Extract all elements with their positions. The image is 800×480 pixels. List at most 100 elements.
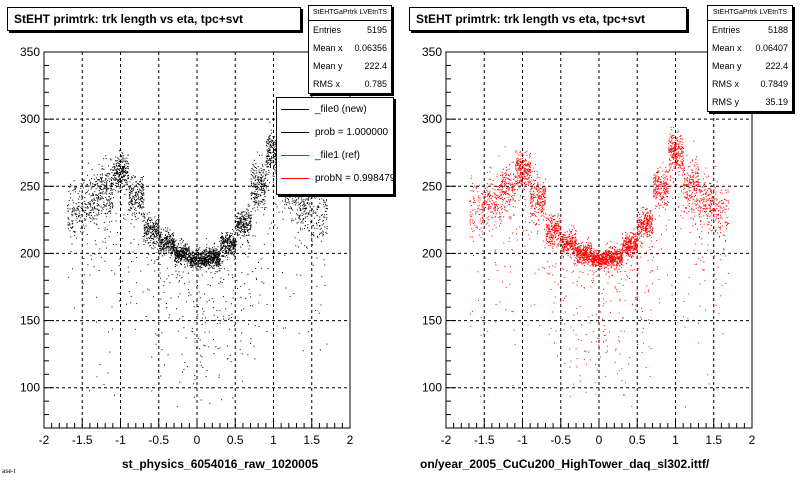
scatter-point bbox=[275, 204, 276, 205]
scatter-point bbox=[225, 237, 226, 238]
scatter-point bbox=[240, 231, 241, 232]
scatter-point bbox=[659, 184, 660, 185]
scatter-point bbox=[273, 143, 274, 144]
scatter-point bbox=[139, 213, 140, 214]
scatter-point bbox=[229, 245, 230, 246]
scatter-point bbox=[102, 166, 103, 167]
scatter-point bbox=[256, 168, 257, 169]
scatter-point bbox=[231, 235, 232, 236]
scatter-point bbox=[148, 218, 149, 219]
scatter-point bbox=[248, 230, 249, 231]
scatter-point bbox=[81, 199, 82, 200]
scatter-point bbox=[242, 226, 243, 227]
scatter-point bbox=[250, 229, 251, 230]
scatter-point bbox=[184, 257, 185, 258]
scatter-point bbox=[725, 212, 726, 213]
scatter-point bbox=[158, 259, 159, 260]
scatter-point bbox=[183, 327, 184, 328]
scatter-point bbox=[203, 345, 204, 346]
scatter-point bbox=[208, 264, 209, 265]
scatter-point bbox=[157, 335, 158, 336]
scatter-point bbox=[317, 236, 318, 237]
scatter-point bbox=[713, 221, 714, 222]
scatter-point bbox=[267, 139, 268, 140]
scatter-point bbox=[574, 234, 575, 235]
scatter-point bbox=[642, 332, 643, 333]
scatter-point bbox=[69, 209, 70, 210]
scatter-point bbox=[131, 261, 132, 262]
scatter-point bbox=[164, 255, 165, 256]
scatter-point bbox=[225, 240, 226, 241]
scatter-point bbox=[649, 234, 650, 235]
scatter-point bbox=[232, 243, 233, 244]
scatter-point bbox=[170, 248, 171, 249]
scatter-point bbox=[138, 206, 139, 207]
scatter-point bbox=[173, 242, 174, 243]
scatter-point bbox=[81, 195, 82, 196]
scatter-point bbox=[135, 195, 136, 196]
scatter-point bbox=[213, 266, 214, 267]
scatter-point bbox=[711, 185, 712, 186]
scatter-point bbox=[111, 270, 112, 271]
scatter-point bbox=[118, 183, 119, 184]
scatter-point bbox=[269, 136, 270, 137]
scatter-point bbox=[68, 217, 69, 218]
scatter-point bbox=[218, 283, 219, 284]
scatter-point bbox=[191, 261, 192, 262]
scatter-point bbox=[141, 193, 142, 194]
scatter-point bbox=[196, 265, 197, 266]
scatter-point bbox=[72, 221, 73, 222]
scatter-point bbox=[270, 145, 271, 146]
scatter-point bbox=[261, 180, 262, 181]
scatter-point bbox=[209, 300, 210, 301]
scatter-point bbox=[269, 228, 270, 229]
scatter-point bbox=[501, 183, 502, 184]
scatter-point bbox=[154, 263, 155, 264]
scatter-point bbox=[85, 219, 86, 220]
scatter-point bbox=[310, 207, 311, 208]
scatter-point bbox=[313, 211, 314, 212]
scatter-point bbox=[76, 210, 77, 211]
scatter-point bbox=[319, 199, 320, 200]
scatter-point bbox=[86, 204, 87, 205]
scatter-point bbox=[272, 162, 273, 163]
scatter-point bbox=[158, 230, 159, 231]
scatter-point bbox=[183, 369, 184, 370]
scatter-point bbox=[116, 213, 117, 214]
scatter-point bbox=[715, 206, 716, 207]
scatter-point bbox=[187, 260, 188, 261]
scatter-point bbox=[145, 224, 146, 225]
scatter-point bbox=[220, 265, 221, 266]
scatter-point bbox=[102, 207, 103, 208]
scatter-point bbox=[185, 255, 186, 256]
scatter-point bbox=[115, 175, 116, 176]
scatter-point bbox=[179, 257, 180, 258]
scatter-point bbox=[154, 229, 155, 230]
scatter-point bbox=[225, 239, 226, 240]
scatter-point bbox=[189, 259, 190, 260]
scatter-point bbox=[298, 197, 299, 198]
scatter-point bbox=[158, 223, 159, 224]
scatter-point bbox=[83, 258, 84, 259]
scatter-point bbox=[109, 173, 110, 174]
scatter-point bbox=[263, 181, 264, 182]
y-tick-label: 150 bbox=[422, 314, 442, 328]
scatter-point bbox=[119, 172, 120, 173]
scatter-point bbox=[140, 192, 141, 193]
scatter-point bbox=[158, 233, 159, 234]
scatter-point bbox=[189, 265, 190, 266]
scatter-point bbox=[207, 263, 208, 264]
scatter-point bbox=[490, 179, 491, 180]
scatter-point bbox=[74, 308, 75, 309]
scatter-point bbox=[181, 239, 182, 240]
scatter-point bbox=[178, 331, 179, 332]
scatter-point bbox=[144, 230, 145, 231]
scatter-point bbox=[78, 202, 79, 203]
scatter-point bbox=[102, 184, 103, 185]
scatter-point bbox=[171, 243, 172, 244]
scatter-point bbox=[212, 250, 213, 251]
scatter-point bbox=[219, 268, 220, 269]
scatter-point bbox=[246, 214, 247, 215]
scatter-point bbox=[152, 227, 153, 228]
scatter-point bbox=[212, 298, 213, 299]
